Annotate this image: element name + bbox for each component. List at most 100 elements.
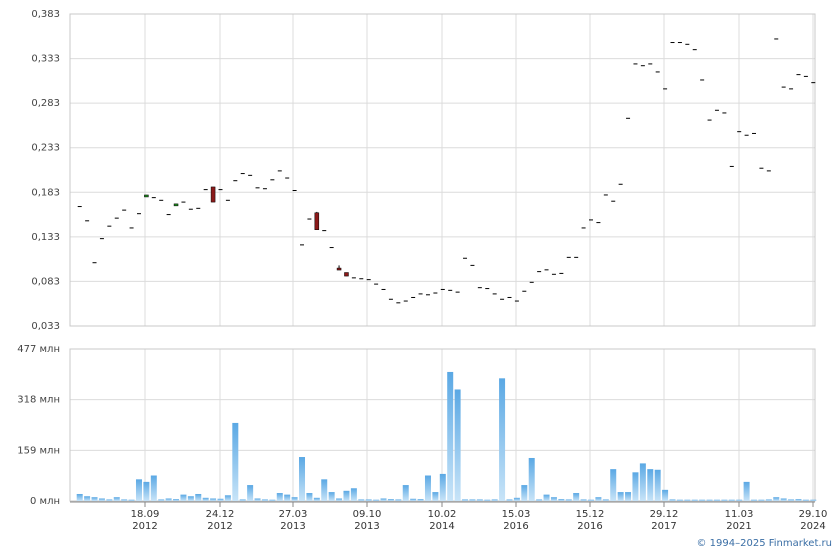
volume-bar [328,492,335,501]
candle [144,194,149,198]
x-axis: 18.09201224.12201227.03201309.10201310.0… [70,501,828,532]
volume-bar [299,457,306,501]
volume-bar [254,498,261,501]
volume-bar [543,494,550,501]
volume-bar [76,493,83,501]
volume-bar [247,485,254,501]
volume-bar [499,378,506,501]
volume-bar [350,488,357,501]
volume-bar [632,472,639,501]
volume-bar [336,498,343,501]
volume-bar [261,499,268,501]
candle-body [314,212,320,230]
volume-bar [743,481,750,501]
volume-bar [395,499,402,501]
copyright-link[interactable]: © 1994–2025 Finmarket.ru [696,538,832,549]
x-tick-label-year: 2012 [132,521,157,532]
volume-bar [306,493,313,501]
volume-bar [439,473,446,501]
volume-bar [484,499,491,501]
volume-bar [617,492,624,501]
candle [173,203,179,207]
volume-bar [728,499,735,501]
volume-bar [121,499,128,501]
volume-bar [469,499,476,501]
volume-bar [180,494,187,501]
candle-body [336,267,342,271]
volume-bar [751,499,758,501]
x-tick-label-year: 2024 [800,521,825,532]
volume-bar [365,499,372,501]
volume-bar [402,485,409,501]
volume-bar [321,479,328,501]
volume-bar [647,469,654,501]
volume-bar [98,498,105,501]
volume-bar [380,498,387,501]
volume-y-tick-label: 159 млн [17,445,60,456]
volume-bar [691,499,698,501]
candle [210,186,216,203]
volume-bar [765,499,772,501]
volume-bar [373,499,380,501]
price-y-tick-label: 0,033 [31,321,60,332]
volume-bar [358,499,365,501]
volume-bar [773,497,780,501]
candle-body [344,272,349,277]
volume-bar [699,499,706,501]
volume-y-tick-label: 477 млн [17,344,60,355]
candle [336,265,342,271]
volume-bar [158,499,165,501]
volume-bar [573,493,580,501]
volume-bar [84,496,91,501]
volume-bar [417,499,424,501]
x-tick-label-date: 09.10 [353,509,382,520]
volume-bar [758,499,765,501]
x-tick-label-year: 2013 [354,521,379,532]
volume-bar [528,457,535,501]
volume-bar [513,497,520,501]
volume-bar [684,499,691,501]
volume-bar [780,498,787,501]
volume-bar [580,499,587,501]
volume-bar [536,499,543,501]
volume-bar [669,499,676,501]
volume-bar [721,499,728,501]
volume-bar [143,481,150,501]
x-tick-label-date: 15.12 [576,509,605,520]
volume-bar [802,499,809,501]
candle-body [144,194,149,198]
volume-bar [276,493,283,501]
volume-bar [706,499,713,501]
x-tick-label-date: 27.03 [279,509,308,520]
price-y-tick-label: 0,333 [31,54,60,65]
price-y-tick-label: 0,133 [31,232,60,243]
x-tick-label-year: 2017 [651,521,676,532]
volume-bar [676,499,683,501]
x-tick-label-date: 29.10 [799,509,828,520]
x-tick-label-year: 2021 [726,521,751,532]
price-chart: 0,383 0,333 0,283 0,233 0,183 0,133 0,083 0,033 [31,9,816,332]
volume-bar [625,492,632,501]
volume-chart: 477 млн 318 млн 159 млн 0 млн [17,344,817,507]
volume-bar [521,485,528,501]
volume-bar [217,498,224,501]
x-tick-label-year: 2014 [429,521,454,532]
price-y-tick-label: 0,283 [31,98,60,109]
volume-bar [195,493,202,501]
volume-bar [202,497,209,501]
volume-bar [595,497,602,501]
volume-bar [224,495,231,501]
volume-bar [128,499,135,501]
x-tick-label-year: 2016 [503,521,528,532]
volume-bar [810,499,817,501]
x-tick-label-date: 10.02 [428,509,457,520]
volume-bar [424,475,431,501]
candle [314,211,320,230]
price-frame [69,13,816,327]
volume-bar [173,499,180,501]
volume-bar [150,475,157,501]
volume-bar [447,371,454,501]
volume-bar [558,499,565,501]
volume-bar [795,499,802,501]
